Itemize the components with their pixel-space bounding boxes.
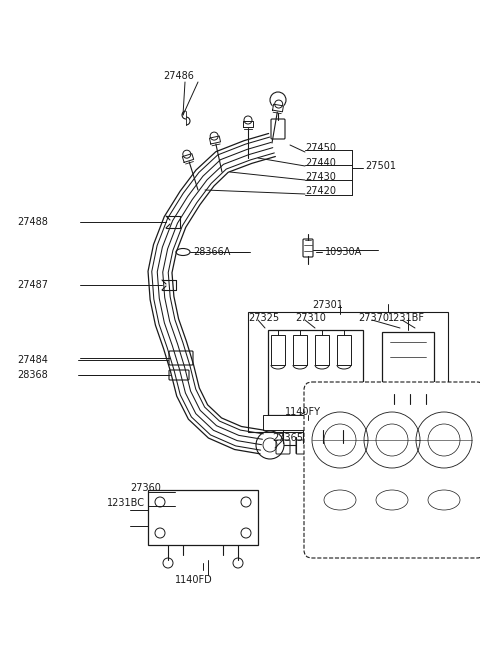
Text: 27488: 27488	[17, 217, 48, 227]
Text: 28366A: 28366A	[193, 247, 230, 257]
Text: 1231BF: 1231BF	[388, 313, 425, 323]
Polygon shape	[209, 136, 220, 144]
Bar	[271, 335, 285, 365]
Text: 27440: 27440	[305, 158, 336, 168]
Text: 27501: 27501	[365, 161, 396, 171]
Bar	[337, 335, 351, 365]
Text: 27325: 27325	[248, 313, 279, 323]
Text: 27360: 27360	[130, 483, 161, 493]
FancyBboxPatch shape	[303, 239, 313, 257]
Text: 28368: 28368	[17, 370, 48, 380]
Polygon shape	[243, 121, 253, 127]
Text: 27301: 27301	[312, 300, 343, 310]
FancyBboxPatch shape	[276, 440, 290, 454]
Text: 27310: 27310	[295, 313, 326, 323]
FancyBboxPatch shape	[271, 119, 285, 139]
Bar	[263, 415, 368, 430]
Polygon shape	[182, 154, 193, 162]
Polygon shape	[273, 104, 283, 112]
FancyBboxPatch shape	[304, 382, 480, 558]
Text: 10930A: 10930A	[325, 247, 362, 257]
Bar	[248, 312, 448, 432]
Bar	[315, 335, 329, 365]
Ellipse shape	[176, 248, 190, 256]
Text: 27484: 27484	[17, 355, 48, 365]
Text: 27365: 27365	[272, 433, 303, 443]
FancyBboxPatch shape	[336, 440, 350, 454]
Text: 27420: 27420	[305, 186, 336, 196]
Bar	[293, 335, 307, 365]
Bar	[382, 332, 434, 394]
Text: 1140FD: 1140FD	[175, 575, 213, 585]
Text: 1231BC: 1231BC	[107, 498, 145, 508]
FancyBboxPatch shape	[169, 351, 193, 365]
Circle shape	[270, 92, 286, 108]
Text: 27487: 27487	[17, 280, 48, 290]
FancyBboxPatch shape	[169, 370, 189, 380]
FancyBboxPatch shape	[316, 440, 330, 454]
Text: 27370: 27370	[358, 313, 389, 323]
Text: 27486: 27486	[163, 71, 194, 81]
Text: 27450: 27450	[305, 143, 336, 153]
Bar	[268, 330, 363, 415]
Bar	[148, 490, 258, 545]
FancyBboxPatch shape	[296, 440, 310, 454]
Text: 1140FY: 1140FY	[285, 407, 321, 417]
Text: 27430: 27430	[305, 172, 336, 182]
